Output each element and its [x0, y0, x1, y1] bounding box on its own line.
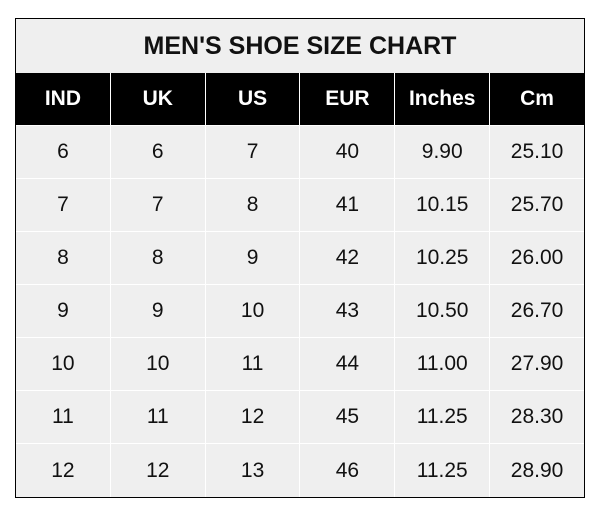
table-cell: 8 [110, 232, 206, 285]
column-header: IND [16, 73, 111, 126]
column-header: Inches [395, 73, 491, 126]
table-cell: 41 [300, 179, 396, 232]
column-header: Cm [490, 73, 584, 126]
table-cell: 6 [16, 126, 111, 179]
table-row: 11 11 12 45 11.25 28.30 [16, 391, 584, 444]
table-cell: 13 [206, 444, 301, 497]
table-cell: 45 [300, 391, 396, 444]
table-cell: 10.25 [395, 232, 491, 285]
table-cell: 12 [16, 444, 111, 497]
table-cell: 40 [300, 126, 396, 179]
table-body: 6 6 7 40 9.90 25.10 7 7 8 41 10.15 25.70 8 8 9 42 10.25 2… [16, 126, 584, 497]
column-header: EUR [300, 73, 396, 126]
table-cell: 12 [111, 444, 206, 497]
table-cell: 11 [110, 391, 206, 444]
table-row: 9 9 10 43 10.50 26.70 [16, 285, 584, 338]
table-cell: 9 [110, 285, 206, 338]
table-cell: 28.30 [490, 391, 584, 444]
table-cell: 11.25 [395, 391, 491, 444]
table-row: 8 8 9 42 10.25 26.00 [16, 232, 584, 285]
table-cell: 10 [110, 338, 206, 391]
table-cell: 28.90 [510, 458, 564, 482]
table-cell: 7 [110, 179, 206, 232]
column-header: UK [110, 73, 206, 126]
table-cell: 8 [205, 179, 301, 232]
table-cell: 9 [205, 232, 301, 285]
table-cell: 12 [205, 391, 301, 444]
header-row: IND UK US EUR Inches Cm [16, 73, 584, 126]
table-cell: 11 [205, 338, 301, 391]
table-cell: 10 [205, 285, 301, 338]
table-cell: 25.70 [490, 179, 584, 232]
table-row: 6 6 7 40 9.90 25.10 [16, 126, 584, 179]
table-cell: 26.70 [490, 285, 584, 338]
table-cell: 25.10 [490, 126, 584, 179]
table-cell: 7 [16, 179, 111, 232]
table-cell: 46 [300, 444, 396, 497]
table-cell: 9.90 [395, 126, 491, 179]
table-cell: 27.90 [490, 338, 584, 391]
table-cell: 11 [16, 391, 111, 444]
size-chart-table: MEN'S SHOE SIZE CHART IND UK US EUR Inches Cm… [15, 18, 585, 498]
table-cell: 26.00 [490, 232, 584, 285]
table-row: 10 10 11 44 11.00 27.90 [16, 338, 584, 391]
table-row: 12 12 13 46 11.25 28.90 [16, 444, 584, 497]
table-cell: 44 [300, 338, 396, 391]
column-header: US [205, 73, 301, 126]
table-cell: 8 [16, 232, 111, 285]
table-cell: 10.15 [395, 179, 491, 232]
table-row: 7 7 8 41 10.15 25.70 [16, 179, 584, 232]
table-cell: 9 [16, 285, 111, 338]
table-title: MEN'S SHOE SIZE CHART [16, 19, 584, 73]
table-cell: 6 [110, 126, 206, 179]
table-cell: 11.00 [395, 338, 491, 391]
table-cell: 42 [300, 232, 396, 285]
table-cell: 11.25 [395, 444, 491, 497]
table-cell: 10 [16, 338, 111, 391]
table-cell: 7 [205, 126, 301, 179]
table-cell: 10.50 [395, 285, 491, 338]
table-cell: 43 [300, 285, 396, 338]
